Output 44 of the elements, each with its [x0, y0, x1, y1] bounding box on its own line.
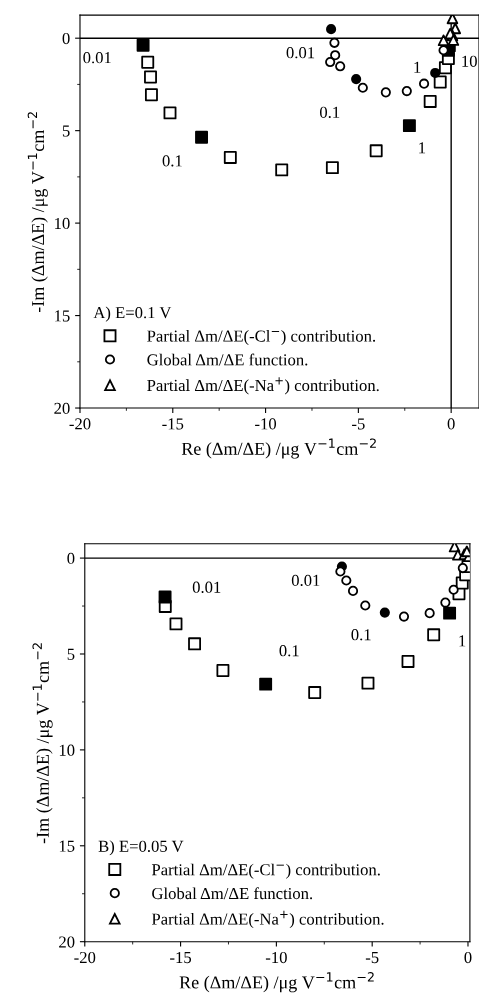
- legend-title: A) E=0.1 V: [93, 306, 172, 322]
- y-tick-label: 10: [59, 744, 75, 756]
- y-tick-label: 20: [54, 402, 70, 414]
- legend-label: Global Δm/ΔE function.: [152, 887, 313, 900]
- annotation: 0.01: [83, 52, 111, 64]
- annotation: 0.1: [162, 155, 182, 167]
- annotation: 10: [462, 55, 477, 67]
- annotation: 1: [459, 635, 466, 647]
- annotation: 0.01: [291, 574, 320, 587]
- y-tick-label: 0: [62, 32, 70, 45]
- x-tick-label: -20: [74, 951, 96, 964]
- y-tick-label: 10: [55, 217, 70, 230]
- y-tick-label: 15: [55, 310, 70, 322]
- legend-label: Global Δm/ΔE function.: [147, 353, 308, 366]
- annotation: 0.1: [279, 645, 299, 657]
- x-tick-label: 0: [447, 418, 455, 430]
- y-tick-label: 20: [59, 936, 75, 948]
- x-tick-label: -15: [170, 951, 192, 964]
- y-axis-title: -Im (Δm/ΔE) /μg V$^{−1}$cm$^{−2}$: [27, 112, 48, 313]
- legend-label: Partial Δm/ΔE(-Cl$^{−}$) contribution.: [147, 329, 376, 346]
- x-tick-label: 0: [464, 951, 472, 964]
- annotation: 1: [419, 142, 426, 154]
- x-tick-label: -5: [352, 418, 365, 430]
- y-axis-title: -Im (Δm/ΔE) /μg V$^{−1}$cm$^{−2}$: [32, 643, 53, 844]
- legend-label: Partial Δm/ΔE(-Na$^{+}$) contribution.: [147, 377, 379, 395]
- y-tick-label: 0: [67, 552, 75, 565]
- legend-label: Partial Δm/ΔE(-Na$^{+}$) contribution.: [151, 910, 384, 929]
- x-axis-title: Re (Δm/ΔE) /μg V$^{−1}$cm$^{−2}$: [181, 438, 376, 459]
- x-tick-label: -10: [265, 951, 287, 964]
- y-tick-label: 5: [67, 648, 75, 660]
- annotation: 0.01: [192, 581, 221, 593]
- annotation: 0.1: [319, 106, 340, 119]
- legend-title: B) E=0.05 V: [98, 840, 184, 856]
- legend-label: Partial Δm/ΔE(-Cl$^{−}$) contribution.: [151, 863, 380, 879]
- annotation: 0.1: [351, 629, 371, 641]
- annotation: 0.01: [286, 47, 315, 59]
- y-tick-label: 5: [62, 125, 70, 137]
- x-tick-label: -5: [365, 952, 379, 964]
- x-tick-label: -10: [255, 418, 277, 430]
- x-tick-label: -20: [69, 418, 91, 430]
- annotation: 1: [414, 61, 421, 73]
- x-axis-title: Re (Δm/ΔE) /μg V$^{−1}$cm$^{−2}$: [179, 972, 374, 993]
- x-tick-label: -15: [162, 418, 184, 430]
- y-tick-label: 15: [59, 840, 75, 852]
